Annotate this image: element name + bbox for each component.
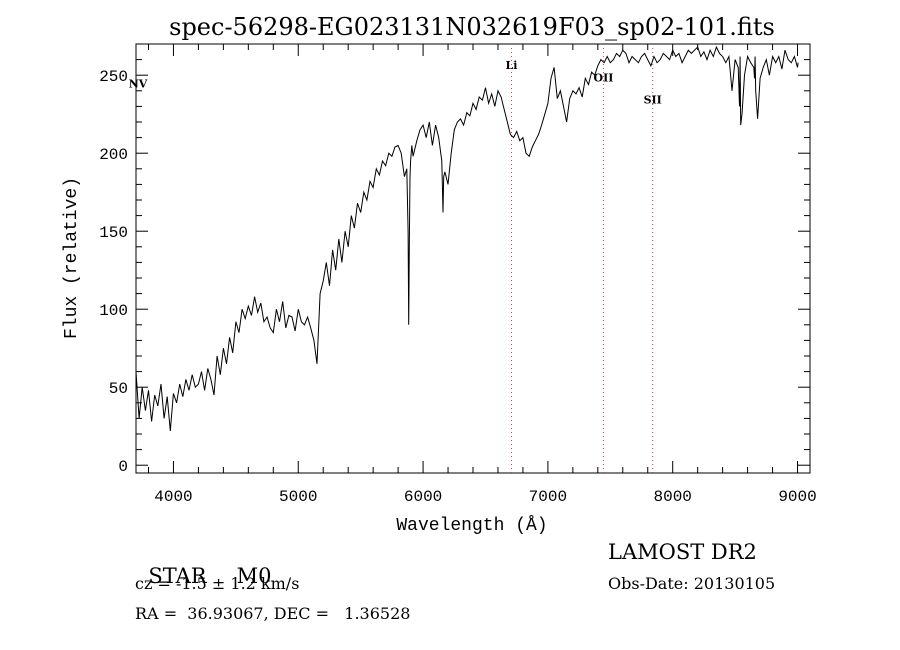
x-tick-label: 7000 (529, 488, 567, 506)
chart-title: spec-56298-EG023131N032619F03_sp02-101.f… (169, 13, 775, 41)
plot-frame (135, 43, 811, 474)
y-tick-label: 50 (109, 380, 128, 398)
spectral-line-label: NV (129, 78, 148, 91)
y-tick-label: 0 (118, 458, 128, 476)
object-subclass: M0 (236, 564, 272, 588)
coordinates-text: RA = 36.93067, DEC = 1.36528 (135, 604, 411, 623)
spectral-line-label: Li (505, 59, 517, 72)
spectral-line-markers: NV Li OII SII (129, 48, 662, 473)
y-tick-label: 250 (99, 68, 128, 86)
y-tick-label: 200 (99, 146, 128, 164)
object-class: STAR M0 (135, 540, 271, 588)
y-tick-label: 150 (99, 224, 128, 242)
velocity-text: cz = -1.5 ± 1.2 km/s (135, 574, 300, 593)
x-tick-label: 8000 (654, 488, 692, 506)
x-tick-label: 4000 (154, 488, 192, 506)
spectral-line-label: OII (593, 71, 613, 84)
object-type: STAR (148, 564, 207, 588)
x-tick-label: 6000 (404, 488, 442, 506)
x-tick-label: 5000 (279, 488, 317, 506)
x-axis-label: Wavelength (Å) (396, 515, 547, 536)
x-axis-ticks: 4000 5000 6000 7000 8000 9000 (147, 44, 817, 506)
x-tick-label: 9000 (778, 488, 816, 506)
y-axis-label: Flux (relative) (62, 177, 82, 339)
survey-name: LAMOST DR2 (608, 540, 757, 564)
spectral-line-label: SII (644, 93, 662, 106)
y-tick-label: 100 (99, 302, 128, 320)
y-axis-ticks: 0 50 100 150 200 250 (99, 59, 810, 476)
obs-date-text: Obs-Date: 20130105 (608, 574, 776, 593)
spectrum-line (135, 45, 799, 431)
